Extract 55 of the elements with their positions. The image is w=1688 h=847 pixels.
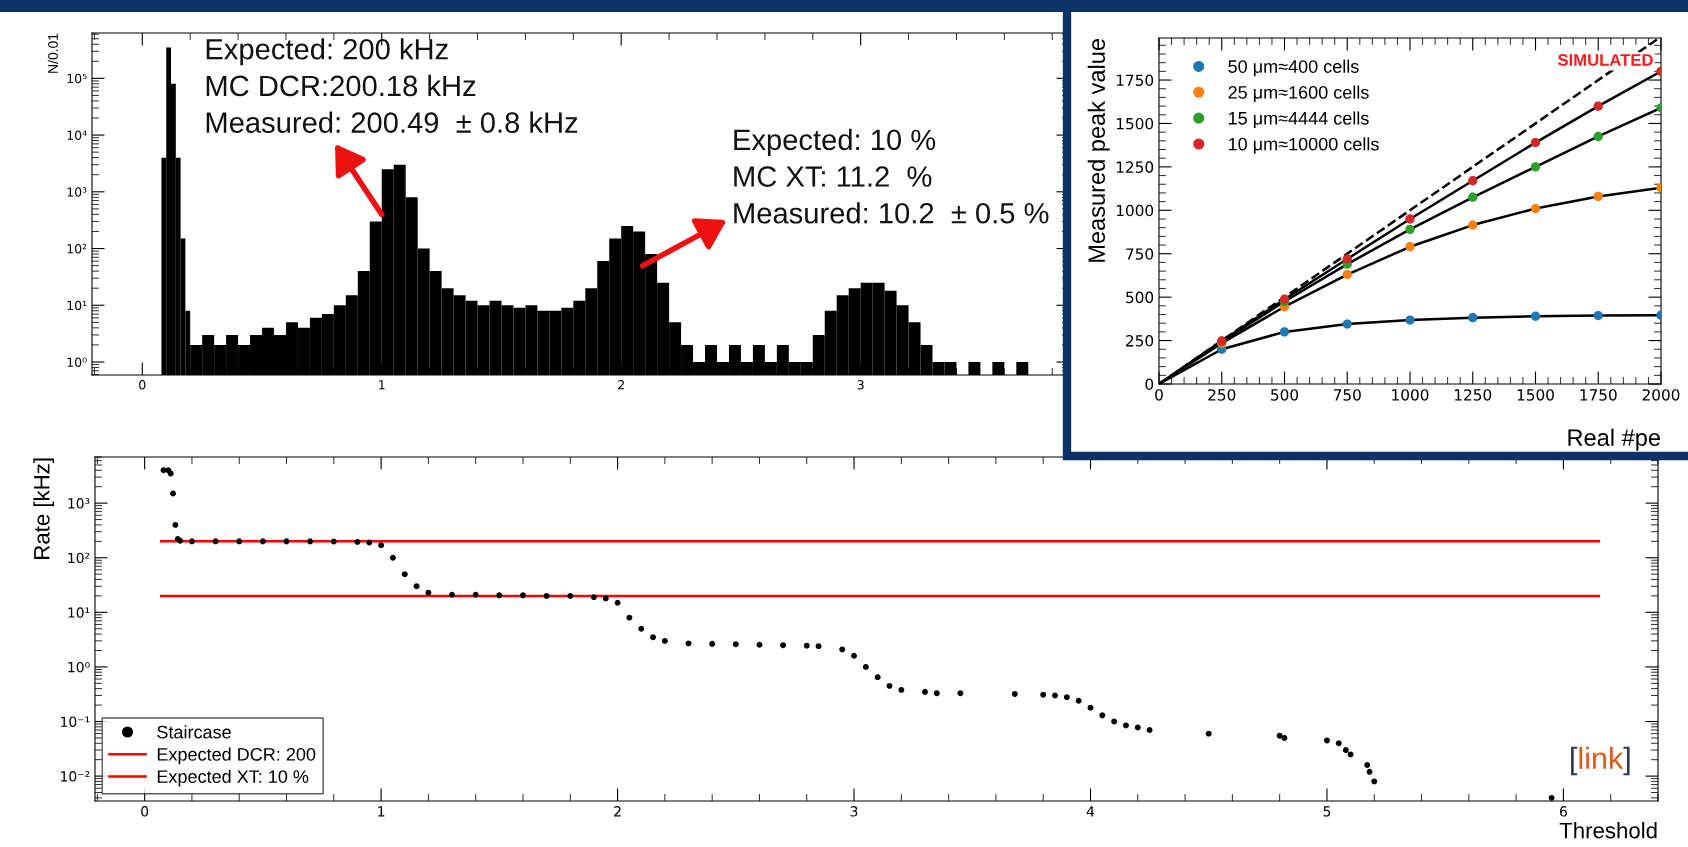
x-tick-label: 2000 <box>1642 389 1680 401</box>
x-tick-label: 0 <box>1155 389 1163 401</box>
y-tick-label: 10³ <box>68 498 90 509</box>
y-tick-label: 10² <box>67 244 87 254</box>
y-tick-label: 10⁵ <box>67 73 87 84</box>
legend-label: Staircase <box>157 725 231 739</box>
x-tick-label: 750 <box>1333 389 1361 401</box>
y-tick-label: 10⁻² <box>61 771 90 782</box>
y-tick-label: 500 <box>1126 291 1154 304</box>
annotation: Expected: 200 kHz MC DCR:200.18 kHz Measured: 200.49 ± 0.8 kHz <box>206 38 578 133</box>
x-tick-label: 1750 <box>1580 389 1617 401</box>
legend-label: 15 μm≈4444 cells <box>1228 111 1369 128</box>
y-tick-label: 10³ <box>67 187 87 197</box>
x-tick-label: 4 <box>1086 806 1095 817</box>
y-tick-label: 10⁰ <box>67 357 87 367</box>
y-tick-label: 10⁰ <box>68 661 90 673</box>
x-tick-label: 1000 <box>1392 389 1429 401</box>
x-tick-label: 250 <box>1208 389 1236 401</box>
x-tick-label: 1250 <box>1454 389 1492 401</box>
x-tick-label: 2 <box>614 806 621 817</box>
x-axis-title: Threshold <box>1559 822 1657 839</box>
legend-label: 25 μm≈1600 cells <box>1228 85 1369 103</box>
x-tick-label: 1 <box>379 380 385 390</box>
y-tick-label: 1250 <box>1116 161 1154 173</box>
y-axis-title: Measured peak value <box>1087 39 1110 262</box>
x-tick-label: 500 <box>1271 389 1299 401</box>
x-axis-title: Real #pe <box>1568 428 1660 451</box>
annotation: SIMULATED <box>1557 54 1653 66</box>
y-tick-label: 1000 <box>1116 204 1154 217</box>
legend-label: 50 μm≈400 cells <box>1228 59 1359 77</box>
y-tick-label: 10⁴ <box>67 130 87 140</box>
x-tick-label: 3 <box>850 806 858 817</box>
x-tick-label: 5 <box>1323 806 1331 817</box>
x-tick-label: 0 <box>141 806 149 817</box>
y-tick-label: 750 <box>1126 248 1154 260</box>
x-tick-label: 1 <box>378 806 385 817</box>
y-tick-label: 1750 <box>1116 74 1154 87</box>
x-tick-label: 0 <box>139 380 146 390</box>
legend-label: Expected DCR: 200 <box>157 747 316 765</box>
y-tick-label: 10² <box>68 552 90 564</box>
legend-label: 10 μm≈10000 cells <box>1228 137 1379 154</box>
y-tick-label: 10¹ <box>67 300 87 311</box>
x-tick-label: 6 <box>1559 806 1567 817</box>
y-tick-label: 1500 <box>1116 117 1154 130</box>
annotation: [link] <box>1571 746 1630 776</box>
y-tick-label: 10⁻¹ <box>61 716 90 727</box>
legend-label: Expected XT: 10 % <box>157 769 309 787</box>
x-tick-label: 2 <box>618 380 624 390</box>
y-tick-label: 250 <box>1126 335 1154 347</box>
x-tick-label: 3 <box>857 380 864 390</box>
x-tick-label: 1500 <box>1517 389 1554 401</box>
y-axis-title: N/0.01 <box>47 33 58 73</box>
y-axis-title: Rate [kHz] <box>33 458 55 559</box>
annotation: Expected: 10 % MC XT: 11.2 % Measured: 10.2 ± 0.5 % <box>734 128 1049 224</box>
y-tick-label: 10¹ <box>68 607 90 618</box>
